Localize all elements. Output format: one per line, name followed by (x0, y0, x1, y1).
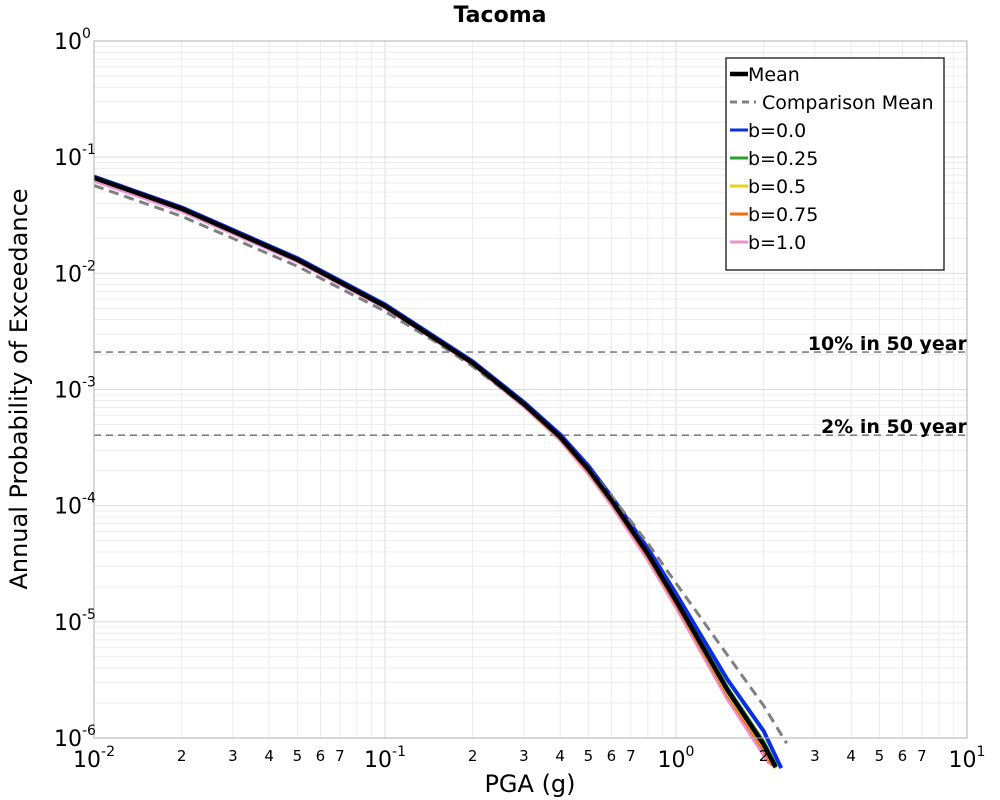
y-tick-label: 10-6 (54, 723, 96, 752)
x-axis-label: PGA (g) (484, 770, 575, 798)
x-minor-tick-label: 7 (335, 747, 345, 765)
x-tick-label: 101 (949, 744, 986, 773)
reference-line-label: 10% in 50 year (808, 333, 968, 355)
x-minor-tick-label: 4 (264, 747, 274, 765)
x-tick-label: 100 (658, 744, 695, 773)
series-lines (93, 174, 788, 770)
x-minor-tick-label: 7 (626, 747, 636, 765)
y-axis-label: Annual Probability of Exceedance (5, 188, 33, 589)
x-minor-tick-label: 2 (468, 747, 478, 765)
x-minor-tick-label: 3 (228, 747, 238, 765)
plot-frame (93, 40, 968, 739)
x-minor-tick-label: 4 (846, 747, 856, 765)
chart-title: Tacoma (454, 3, 547, 28)
y-tick-label: 10-3 (54, 375, 96, 404)
legend: Mean Comparison Mean b=0.0 b=0.25 b=0.5 b=0.7… (725, 57, 945, 271)
series-line-mean (93, 175, 778, 769)
x-minor-tick-label: 5 (875, 747, 885, 765)
y-tick-label: 100 (54, 26, 91, 55)
grid-lines (93, 41, 967, 739)
x-minor-tick-label: 2 (177, 747, 187, 765)
legend-label: Comparison Mean (762, 92, 934, 114)
x-minor-tick-label: 5 (293, 747, 303, 765)
legend-label: b=0.0 (748, 120, 806, 142)
legend-label: b=0.5 (748, 176, 806, 198)
x-minor-tick-label: 4 (555, 747, 565, 765)
legend-box (725, 57, 945, 271)
x-minor-tick-label: 6 (607, 747, 617, 765)
reference-lines: 10% in 50 year 2% in 50 year (94, 333, 968, 438)
x-tick-label: 10-2 (73, 744, 115, 773)
x-minor-tick-label: 6 (898, 747, 908, 765)
x-minor-tick-label: 3 (519, 747, 529, 765)
y-tick-label: 10-2 (54, 258, 96, 287)
y-tick-label: 10-4 (54, 491, 96, 520)
x-minor-tick-label: 2 (759, 747, 769, 765)
x-tick-label: 10-1 (364, 744, 406, 773)
x-minor-tick-label: 3 (810, 747, 820, 765)
y-tick-label: 10-1 (54, 142, 96, 171)
legend-label: b=0.25 (748, 148, 818, 170)
x-minor-tick-label: 5 (584, 747, 594, 765)
x-minor-tick-label: 6 (316, 747, 326, 765)
legend-label: b=1.0 (748, 232, 806, 254)
y-tick-label: 10-5 (54, 607, 96, 636)
legend-label: b=0.75 (748, 204, 818, 226)
reference-line-label: 2% in 50 year (821, 416, 968, 438)
x-minor-tick-label: 7 (917, 747, 927, 765)
legend-label: Mean (748, 64, 800, 86)
